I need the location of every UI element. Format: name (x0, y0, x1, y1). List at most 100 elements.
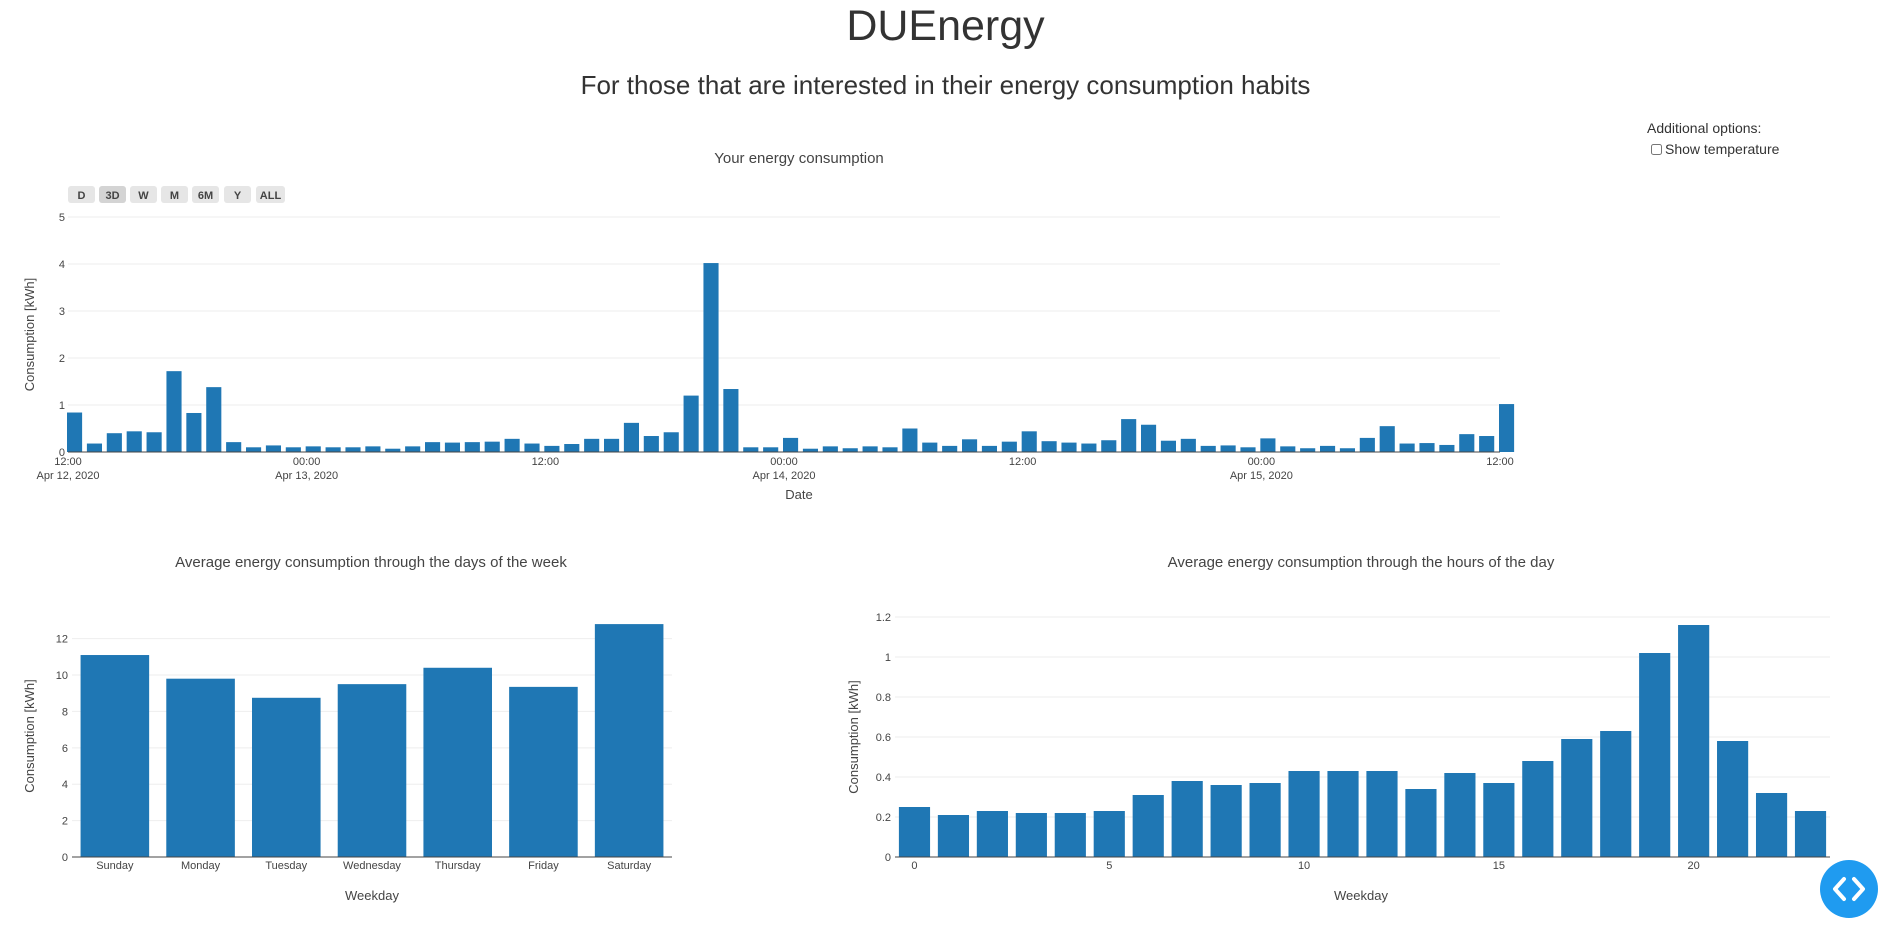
show-temperature-label: Show temperature (1665, 141, 1780, 157)
x-tick-label: Thursday (435, 860, 481, 872)
bar (146, 432, 162, 452)
range-button-w[interactable]: W (130, 186, 157, 203)
bar (1439, 444, 1455, 452)
y-tick-label: 2 (59, 353, 65, 365)
bar (1639, 653, 1671, 857)
range-button-all[interactable]: ALL (256, 186, 285, 203)
x-tick-sublabel: Apr 14, 2020 (753, 470, 816, 482)
bar (981, 445, 998, 452)
bar (484, 441, 500, 452)
x-tick-label: 12:00 (1486, 456, 1514, 468)
x-tick-label: Friday (528, 860, 559, 872)
bar (882, 447, 898, 452)
bar (345, 447, 361, 452)
bar (325, 447, 341, 452)
y-tick-label: 12 (56, 634, 68, 646)
bar (937, 815, 970, 857)
chart-title: Average energy consumption through the h… (1168, 554, 1555, 571)
range-button-y[interactable]: Y (224, 186, 251, 203)
bar (1061, 442, 1077, 452)
range-button-bg (224, 186, 251, 203)
bar (1405, 789, 1437, 857)
x-tick-label: Tuesday (265, 860, 307, 872)
y-tick-label: 8 (62, 706, 68, 718)
y-tick-label: 4 (59, 259, 65, 271)
y-tick-label: 0.6 (876, 732, 891, 744)
bar (962, 439, 978, 452)
range-button-3d[interactable]: 3D (99, 186, 126, 203)
x-tick-sublabel: Apr 13, 2020 (275, 470, 338, 482)
bar (683, 395, 699, 452)
x-tick-label: 00:00 (770, 456, 798, 468)
bar (584, 438, 600, 452)
bar (1001, 441, 1017, 452)
energy-consumption-chart: Your energy consumption D 3D W M 6M Y ALL 0 1 2 3 4 5… (22, 150, 1515, 502)
x-tick-label: 20 (1688, 860, 1700, 872)
y-tick-label: 0.8 (876, 692, 891, 704)
show-temperature-checkbox[interactable] (1651, 143, 1662, 155)
bar (80, 655, 150, 857)
bar (504, 438, 520, 452)
bar (385, 448, 401, 452)
bar (464, 442, 480, 452)
bar (842, 448, 858, 452)
x-tick-label: 5 (1106, 860, 1112, 872)
bar (67, 412, 83, 452)
bar (623, 422, 640, 452)
bar (1339, 448, 1356, 452)
bar (802, 448, 819, 452)
bar (1121, 419, 1137, 452)
bar (166, 371, 182, 452)
show-temperature-option[interactable]: Show temperature (1647, 141, 1779, 157)
range-button-label: 3D (105, 190, 119, 202)
y-tick-label: 0.2 (876, 812, 891, 824)
bar (564, 444, 580, 452)
y-tick-label: 5 (59, 212, 65, 224)
hourly-average-chart: Average energy consumption through the h… (846, 554, 1830, 903)
x-tick-label: 12:00 (532, 456, 560, 468)
bar (604, 438, 620, 452)
x-tick-label: Sunday (96, 860, 134, 872)
bar (1249, 783, 1281, 857)
range-button-label: Y (234, 190, 242, 202)
x-axis-title: Date (785, 487, 812, 502)
bar (405, 446, 421, 452)
bar (337, 684, 407, 857)
bar (1678, 625, 1710, 857)
bar (1717, 741, 1749, 857)
bar (1171, 781, 1203, 857)
x-tick-sublabel: Apr 15, 2020 (1230, 470, 1293, 482)
x-tick-label: 10 (1298, 860, 1310, 872)
code-toggle-button[interactable] (1820, 860, 1878, 918)
range-button-bg (192, 186, 219, 203)
x-tick-label: 00:00 (293, 456, 321, 468)
bar (1459, 434, 1475, 452)
range-button-d[interactable]: D (68, 186, 95, 203)
bar (365, 446, 381, 452)
x-tick-label: 15 (1493, 860, 1505, 872)
y-tick-label: 0 (59, 447, 65, 459)
bar (186, 412, 202, 452)
bar (509, 686, 578, 857)
bar (126, 431, 142, 452)
bar (285, 447, 301, 452)
bar (166, 678, 235, 857)
bar (942, 445, 958, 452)
bar (246, 447, 262, 452)
bar (206, 387, 222, 452)
bar (1479, 436, 1495, 452)
y-axis-title: Consumption [kWh] (22, 278, 37, 391)
range-button-label: W (138, 190, 149, 202)
range-button-label: M (170, 190, 179, 202)
bar (252, 697, 321, 857)
bar (1260, 438, 1276, 452)
bar (1399, 443, 1415, 452)
bar (1359, 437, 1375, 452)
bar (1320, 445, 1336, 452)
bar (1141, 424, 1157, 452)
bar (226, 442, 242, 452)
range-button-6m[interactable]: 6M (192, 186, 219, 203)
page-title: DUEnergy (846, 2, 1045, 50)
range-button-m[interactable]: M (161, 186, 188, 203)
y-tick-label: 3 (59, 306, 65, 318)
